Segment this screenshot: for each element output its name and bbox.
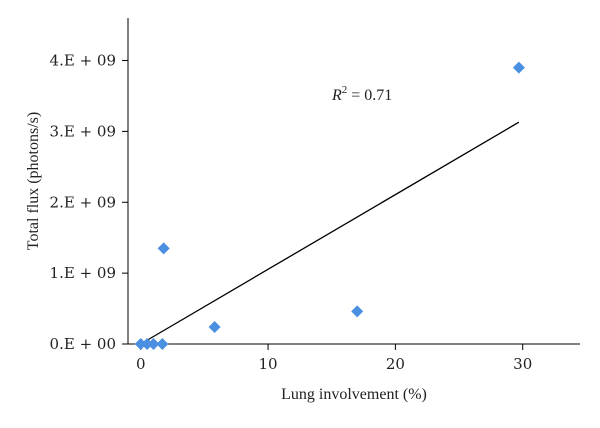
r2-superscript: 2 bbox=[342, 84, 348, 96]
x-axis-title: Lung involvement (%) bbox=[281, 386, 427, 403]
y-tick-label: 4.E + 09 bbox=[50, 52, 116, 70]
data-point bbox=[147, 338, 160, 350]
x-tick-label: 20 bbox=[386, 355, 405, 373]
y-axis-ticks: 0.E + 00 1.E + 09 2.E + 09 3.E + 09 4.E + 09 bbox=[50, 52, 128, 353]
data-point bbox=[134, 338, 147, 350]
y-tick-label: 3.E + 09 bbox=[50, 122, 116, 140]
trendline-group bbox=[140, 121, 520, 345]
axes bbox=[127, 18, 580, 345]
y-tick-label: 2.E + 09 bbox=[50, 193, 116, 211]
data-point bbox=[157, 242, 170, 255]
r-squared-annotation: R2 = 0.71 bbox=[331, 84, 392, 104]
data-point bbox=[512, 61, 525, 74]
data-point bbox=[156, 338, 169, 350]
data-point bbox=[141, 338, 154, 350]
data-point bbox=[351, 305, 364, 318]
r2-value: = 0.71 bbox=[347, 87, 392, 104]
trendline bbox=[140, 121, 520, 345]
y-tick-label: 0.E + 00 bbox=[50, 335, 116, 353]
x-tick-label: 0 bbox=[136, 355, 146, 373]
x-axis-ticks: 0 10 20 30 bbox=[136, 344, 532, 373]
x-tick-label: 10 bbox=[259, 355, 278, 373]
y-tick-label: 1.E + 09 bbox=[50, 264, 116, 282]
r2-symbol: R bbox=[331, 87, 342, 104]
x-tick-label: 30 bbox=[513, 355, 532, 373]
data-point bbox=[208, 320, 221, 333]
data-points bbox=[134, 61, 525, 350]
y-axis-title: Total flux (photons/s) bbox=[25, 112, 42, 250]
